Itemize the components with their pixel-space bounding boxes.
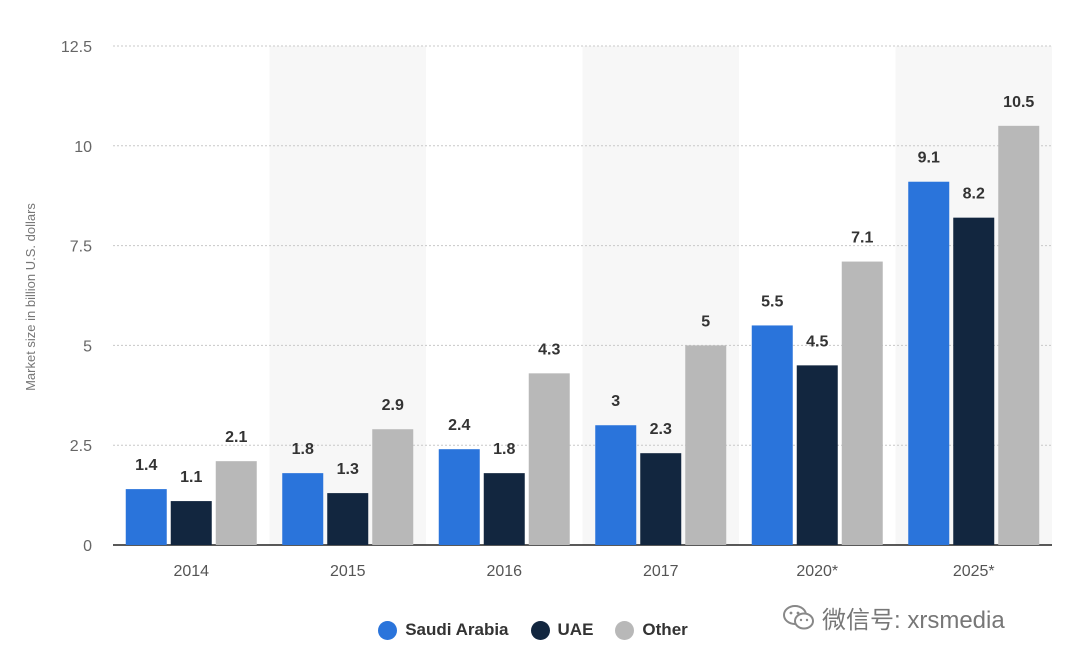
bar-other bbox=[528, 373, 570, 545]
x-tick-label: 2025* bbox=[953, 563, 995, 580]
x-tick-label: 2014 bbox=[173, 563, 209, 580]
legend-label-uae: UAE bbox=[557, 620, 594, 639]
legend-marker-uae bbox=[530, 620, 550, 640]
bar-other bbox=[841, 261, 883, 545]
legend-label-saudi-arabia: Saudi Arabia bbox=[405, 620, 509, 639]
bar-saudi-arabia bbox=[282, 473, 324, 545]
bar-other bbox=[998, 125, 1040, 545]
watermark-text: 微信号: xrsmedia bbox=[822, 607, 1005, 634]
x-tick-label: 2016 bbox=[486, 563, 522, 580]
y-axis-title: Market size in billion U.S. dollars bbox=[23, 203, 38, 391]
legend-label-other: Other bbox=[642, 620, 688, 639]
legend-marker-saudi-arabia bbox=[378, 620, 398, 640]
data-label: 2.9 bbox=[382, 397, 404, 414]
data-label: 2.3 bbox=[650, 421, 672, 438]
bar-saudi-arabia bbox=[438, 449, 480, 545]
legend: Saudi Arabia UAE Other bbox=[0, 618, 1066, 642]
bar-saudi-arabia bbox=[751, 325, 793, 545]
x-tick-label: 2017 bbox=[643, 563, 679, 580]
bar-uae bbox=[483, 473, 525, 545]
y-tick-label: 2.5 bbox=[70, 438, 92, 455]
bar-saudi-arabia bbox=[908, 181, 950, 545]
y-tick-label: 10 bbox=[74, 139, 92, 156]
data-label: 1.1 bbox=[180, 469, 202, 486]
legend-marker-other bbox=[615, 620, 635, 640]
legend-item-other[interactable]: Other bbox=[615, 618, 688, 642]
bar-uae bbox=[640, 453, 682, 545]
bar-other bbox=[685, 345, 727, 545]
bar-other bbox=[215, 461, 257, 545]
bar-chart: 0 2.5 5 7.5 10 12.5 2014 2015 2016 2017 2020* 2025*… bbox=[23, 39, 1052, 580]
y-tick-label: 7.5 bbox=[70, 239, 92, 256]
y-tick-label: 0 bbox=[83, 538, 92, 555]
data-label: 2.1 bbox=[225, 429, 247, 446]
data-label: 5 bbox=[701, 313, 710, 330]
x-tick-label: 2015 bbox=[330, 563, 366, 580]
bar-saudi-arabia bbox=[595, 425, 637, 545]
bar-uae bbox=[170, 501, 212, 545]
bar-uae bbox=[953, 217, 995, 545]
data-label: 4.3 bbox=[538, 341, 560, 358]
y-tick-label: 12.5 bbox=[61, 39, 92, 56]
bar-uae bbox=[327, 493, 369, 545]
bar-uae bbox=[796, 365, 838, 545]
y-tick-label: 5 bbox=[83, 338, 92, 355]
data-label: 5.5 bbox=[761, 293, 783, 310]
data-label: 1.3 bbox=[337, 461, 359, 478]
watermark: 微信号: xrsmedia bbox=[782, 600, 1005, 635]
data-label: 1.4 bbox=[135, 457, 157, 474]
bar-other bbox=[372, 429, 414, 545]
legend-item-saudi-arabia[interactable]: Saudi Arabia bbox=[378, 618, 509, 642]
x-tick-label: 2020* bbox=[796, 563, 838, 580]
legend-item-uae[interactable]: UAE bbox=[530, 618, 594, 642]
data-label: 1.8 bbox=[493, 441, 515, 458]
data-label: 2.4 bbox=[448, 417, 470, 434]
data-label: 7.1 bbox=[851, 230, 873, 247]
data-label: 9.1 bbox=[918, 150, 940, 167]
bar-saudi-arabia bbox=[125, 489, 167, 545]
data-label: 3 bbox=[611, 393, 620, 410]
data-label: 10.5 bbox=[1003, 94, 1034, 111]
data-label: 4.5 bbox=[806, 333, 828, 350]
data-label: 8.2 bbox=[963, 186, 985, 203]
data-label: 1.8 bbox=[292, 441, 314, 458]
wechat-icon bbox=[783, 604, 814, 629]
